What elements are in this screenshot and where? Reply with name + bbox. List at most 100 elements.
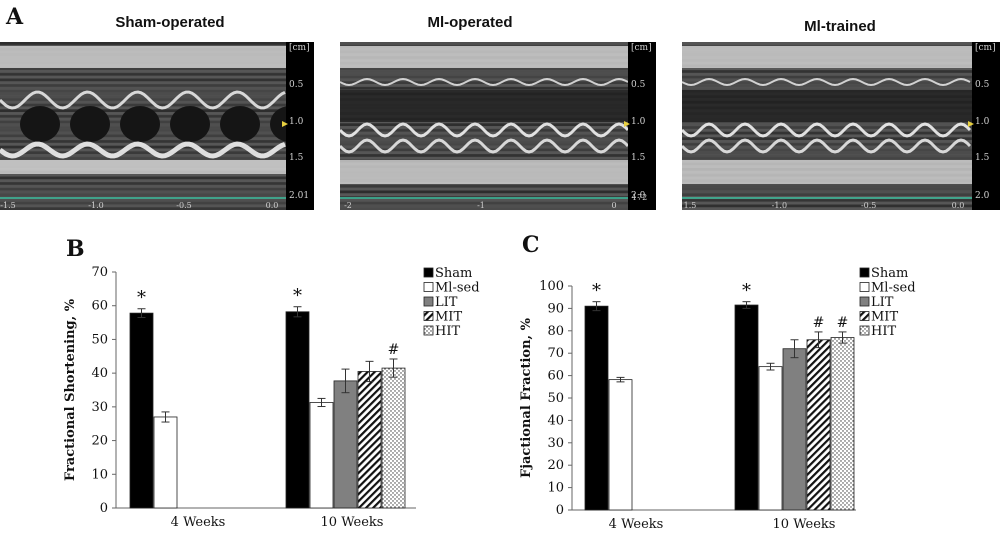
- y-tick-label: 40: [547, 413, 564, 428]
- echo-scale-label: 1.0: [289, 117, 304, 127]
- y-tick-label: 40: [91, 366, 108, 381]
- bar: [153, 416, 178, 509]
- legend-swatch: [859, 282, 870, 292]
- echo-image-sham: [cm] 0.5 1.0 1.5 2.01 -1.5 -1.0 -0.5 0.0: [0, 42, 314, 210]
- echo-scale-label: [cm]: [289, 43, 310, 53]
- panel-a-letter: A: [6, 4, 24, 30]
- fractional-shortening-chart: 0 10 20 30 40 50 60 70 Fractional Shortening, % *…: [63, 265, 480, 530]
- bar: [381, 367, 406, 509]
- echo-title-mi-trained: Ml-trained: [804, 18, 876, 35]
- y-tick-label: 30: [91, 400, 108, 415]
- echo-time-label: 1.5: [684, 201, 697, 210]
- legend-label: HIT: [435, 324, 460, 339]
- echo-time-label: 0.0: [952, 201, 965, 210]
- x-category-label: 10 Weeks: [773, 517, 836, 532]
- y-tick-label: 20: [547, 458, 564, 473]
- bar: [734, 304, 759, 511]
- y-tick-label: 70: [91, 265, 108, 280]
- echo-scale-label: 1.0: [631, 117, 646, 127]
- legend-swatch: [423, 325, 434, 336]
- y-tick-label: 30: [547, 436, 564, 451]
- echo-time-label: 0: [611, 201, 616, 210]
- echo-scale-label: 1.5: [975, 153, 990, 163]
- echo-scale-label: 2.0: [975, 191, 990, 201]
- echo-scale-label: 2.01: [289, 191, 309, 201]
- echo-scale-label: 1.5: [289, 153, 304, 163]
- legend-swatch: [859, 325, 870, 336]
- bar: [357, 371, 382, 509]
- echo-title-sham: Sham-operated: [115, 14, 225, 31]
- echo-time-label: -0.5: [176, 201, 191, 210]
- bar: [584, 305, 609, 511]
- y-tick-label: 100: [539, 279, 564, 294]
- legend-swatch: [423, 267, 434, 278]
- y-tick-label: 50: [91, 332, 108, 347]
- significance-mark: *: [592, 281, 601, 302]
- significance-mark: #: [837, 315, 849, 331]
- y-tick-label: 10: [547, 481, 564, 496]
- y-tick-label: 10: [91, 467, 108, 482]
- echo-time-label: -0.5: [861, 201, 876, 210]
- echo-scale-label: 1.5: [631, 153, 646, 163]
- echo-scale-label: [cm]: [975, 43, 996, 53]
- x-category-label: 4 Weeks: [171, 515, 226, 530]
- bar: [782, 348, 807, 511]
- echo-title-mi-operated: Ml-operated: [427, 14, 513, 31]
- bar: [285, 311, 310, 509]
- legend-label: Sham: [435, 266, 472, 281]
- y-axis-title: Fjactional Fraction, %: [519, 317, 534, 478]
- echo-time-label: -1: [477, 201, 485, 210]
- y-tick-label: 0: [100, 501, 108, 516]
- x-category-label: 10 Weeks: [321, 515, 384, 530]
- legend-swatch: [859, 311, 870, 321]
- echo-marker-icon: [282, 121, 288, 127]
- echo-scale-label: 0.5: [975, 80, 990, 90]
- legend-swatch: [859, 267, 870, 278]
- legend-swatch: [423, 296, 434, 307]
- echo-time-label: -1.0: [772, 201, 787, 210]
- echo-time-label: -1.0: [88, 201, 103, 210]
- significance-mark: *: [137, 288, 146, 309]
- legend-swatch: [859, 296, 870, 307]
- echo-marker-icon: [624, 121, 630, 127]
- y-tick-label: 50: [547, 391, 564, 406]
- legend-label: HIT: [871, 324, 896, 339]
- legend-label: Ml-sed: [871, 281, 916, 296]
- y-tick-label: 60: [91, 299, 108, 314]
- x-category-label: 4 Weeks: [609, 517, 664, 532]
- echo-time-label: -2: [344, 201, 352, 210]
- echo-image-mi-trained: [cm] 0.5 1.0 1.5 2.0 1.5 -1.0 -0.5 0.0: [682, 42, 1000, 210]
- echo-marker-icon: [968, 121, 974, 127]
- significance-mark: *: [293, 286, 302, 307]
- significance-mark: #: [813, 315, 825, 331]
- bar: [608, 379, 633, 511]
- y-tick-label: 20: [91, 434, 108, 449]
- bar: [830, 337, 855, 511]
- legend-label: Ml-sed: [435, 281, 480, 296]
- echo-time-label: -1.5: [0, 201, 15, 210]
- bar: [758, 366, 783, 511]
- y-axis-title: Fractional Shortening, %: [63, 298, 78, 481]
- y-tick-label: 80: [547, 324, 564, 339]
- echo-extra-label: 172: [632, 193, 647, 202]
- significance-mark: *: [742, 281, 751, 302]
- legend-label: LIT: [435, 295, 458, 310]
- legend-label: MIT: [435, 310, 462, 325]
- significance-mark: #: [388, 342, 400, 358]
- echo-scale-label: 0.5: [631, 80, 646, 90]
- bar: [309, 402, 334, 509]
- echo-scale-label: 0.5: [289, 80, 304, 90]
- y-tick-label: 0: [556, 503, 564, 518]
- echo-scale-label: 1.0: [975, 117, 990, 127]
- y-tick-label: 70: [547, 346, 564, 361]
- panel-c-letter: C: [522, 232, 540, 258]
- legend-swatch: [423, 282, 434, 292]
- y-tick-label: 90: [547, 301, 564, 316]
- legend-label: LIT: [871, 295, 894, 310]
- bar: [806, 339, 831, 511]
- legend-swatch: [423, 311, 434, 321]
- ejection-fraction-chart: 0 10 20 30 40 50 60 70 80 90 100 Fjactional Fractio…: [519, 266, 916, 532]
- legend-label: MIT: [871, 310, 898, 325]
- bar: [333, 380, 358, 509]
- echo-time-label: 0.0: [266, 201, 279, 210]
